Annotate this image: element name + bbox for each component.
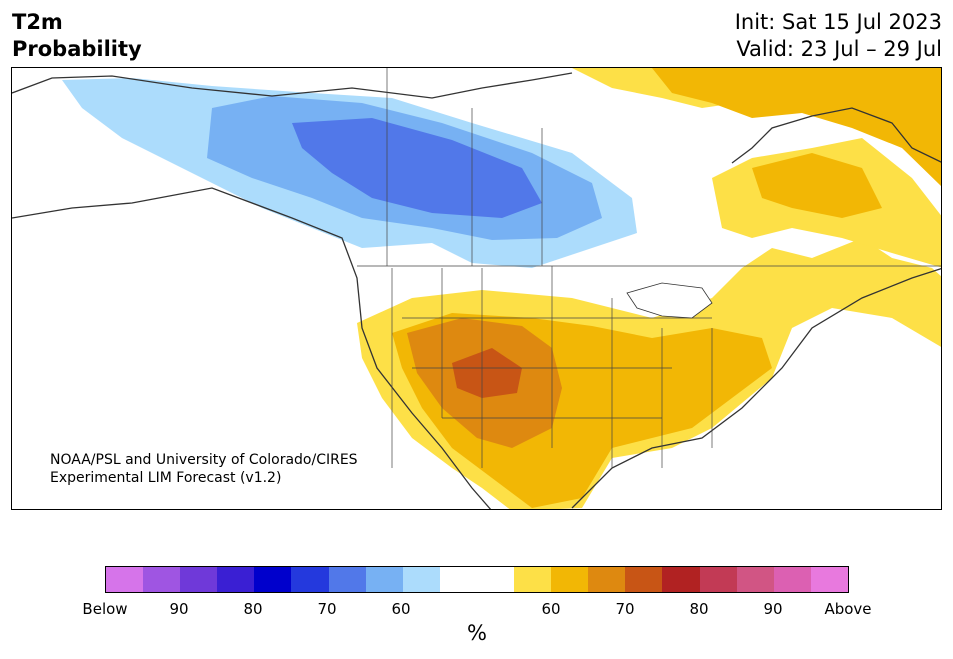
colorbar-tick-label: Above <box>824 600 872 618</box>
colorbar-swatch <box>143 567 181 592</box>
colorbar-swatch <box>810 567 848 592</box>
colorbar-swatch <box>328 567 366 592</box>
colorbar-tick-label: 90 <box>169 600 189 618</box>
forecast-dates: Init: Sat 15 Jul 2023 Valid: 23 Jul – 29… <box>735 9 942 63</box>
colorbar-swatch <box>625 567 663 592</box>
probability-map: NOAA/PSL and University of Colorado/CIRE… <box>11 67 942 510</box>
colorbar-tick-label: 70 <box>615 600 635 618</box>
valid-range: Valid: 23 Jul – 29 Jul <box>736 37 942 61</box>
colorbar-tick-label: 60 <box>391 600 411 618</box>
colorbar-swatch <box>291 567 329 592</box>
great-lakes <box>626 282 713 319</box>
warm-75-region <box>452 348 522 398</box>
colorbar-swatch <box>662 567 700 592</box>
state-borders <box>357 68 941 468</box>
credit-text: NOAA/PSL and University of Colorado/CIRE… <box>50 451 358 487</box>
warm-65-region-greenland <box>652 68 941 187</box>
colorbar-swatch <box>106 567 144 592</box>
colorbar-tick-label: 80 <box>243 600 263 618</box>
colorbar-tick-label: 80 <box>689 600 709 618</box>
warm-65-region-quebec <box>752 153 882 218</box>
map-title: T2m Probability <box>12 9 142 63</box>
colorbar-tick-label: 60 <box>541 600 561 618</box>
colorbar-swatch <box>217 567 255 592</box>
colorbar-tick-label: 90 <box>763 600 783 618</box>
colorbar-swatch <box>254 567 292 592</box>
colorbar-tick-label: Below <box>82 600 128 618</box>
colorbar-swatch <box>365 567 403 592</box>
colorbar-swatch <box>180 567 218 592</box>
title-line-1: T2m <box>12 10 63 34</box>
colorbar-swatch <box>551 567 589 592</box>
cold-80-region <box>292 118 542 218</box>
colorbar-swatch <box>439 567 477 592</box>
colorbar-swatch <box>699 567 737 592</box>
map-canvas <box>12 68 941 509</box>
colorbar-swatch <box>514 567 552 592</box>
coastline <box>12 72 941 509</box>
colorbar-swatch <box>476 567 515 592</box>
colorbar <box>105 566 849 593</box>
init-date: Init: Sat 15 Jul 2023 <box>734 10 942 34</box>
colorbar-unit: % <box>467 621 487 645</box>
colorbar-swatch <box>402 567 440 592</box>
credit-line-1: NOAA/PSL and University of Colorado/CIRE… <box>50 452 358 468</box>
colorbar-swatch <box>588 567 626 592</box>
title-line-2: Probability <box>12 37 142 61</box>
colorbar-swatch <box>773 567 811 592</box>
colorbar-tick-label: 70 <box>317 600 337 618</box>
credit-line-2: Experimental LIM Forecast (v1.2) <box>50 470 282 486</box>
colorbar-swatch <box>736 567 774 592</box>
